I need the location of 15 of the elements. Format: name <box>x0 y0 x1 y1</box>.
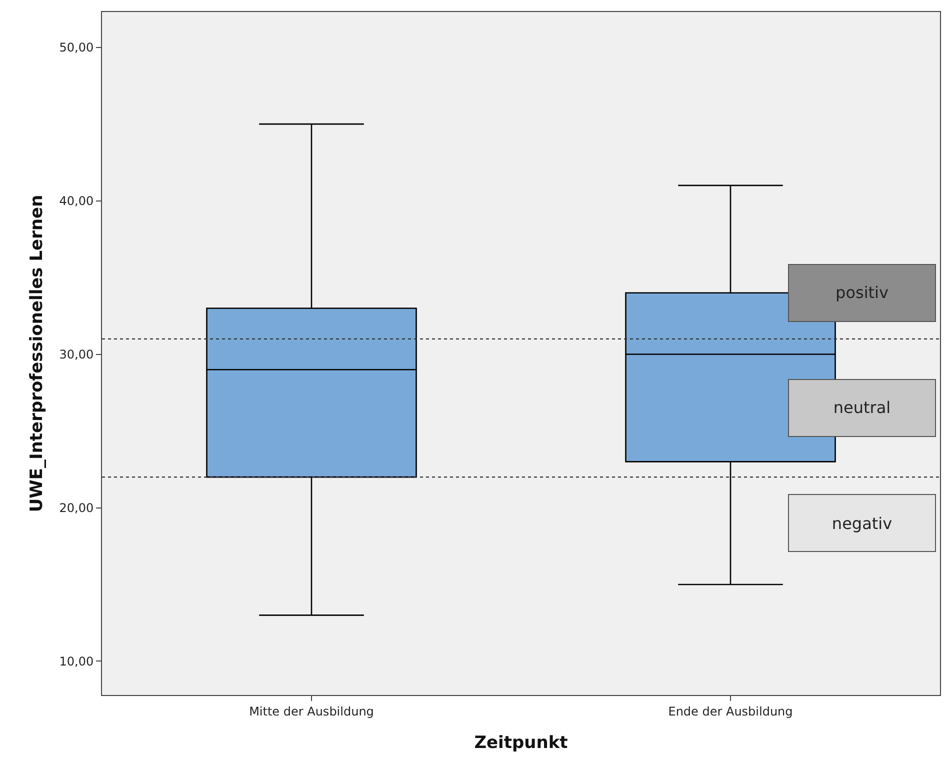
y-tick-label: 30,00 <box>59 347 94 362</box>
label-box: negativ <box>788 494 936 552</box>
y-tick-label: 20,00 <box>59 500 94 515</box>
x-axis-title: Zeitpunkt <box>474 732 568 753</box>
y-tick-label: 50,00 <box>59 40 94 54</box>
x-tick-label: Mitte der Ausbildung <box>249 704 374 718</box>
annotation: neutral <box>833 398 891 418</box>
label-box: positiv <box>788 264 936 322</box>
x-tick-label: Ende der Ausbildung <box>668 704 793 718</box>
y-axis-title: UWE_Interprofessionelles Lernen <box>26 194 47 512</box>
y-tick-label: 10,00 <box>59 654 94 668</box>
annotation: negativ <box>832 514 892 533</box>
annotation: positiv <box>836 283 888 302</box>
y-tick-label: 40,00 <box>59 194 94 208</box>
label-box: neutral <box>788 378 936 437</box>
